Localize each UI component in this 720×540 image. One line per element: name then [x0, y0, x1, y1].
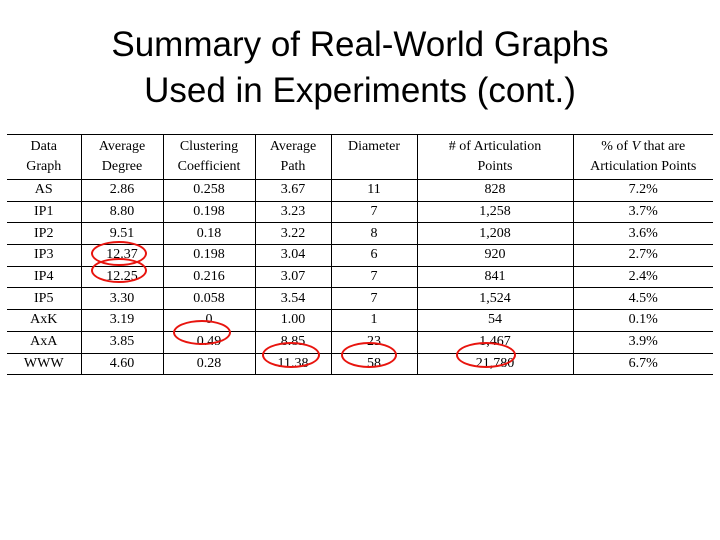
cell-average-degree: 3.85	[80, 330, 164, 353]
table-row: IP5 3.30 0.058 3.54 7 1,524 4.5%	[7, 287, 713, 310]
table-row: IP1 8.80 0.198 3.23 7 1,258 3.7%	[7, 200, 713, 223]
table-row: IP3 12.37 0.198 3.04 6 920 2.7%	[7, 244, 713, 267]
header-average-path-sub: Path	[254, 157, 332, 180]
header-average-degree: Average	[80, 134, 164, 157]
cell-diameter: 58	[330, 352, 418, 376]
header-row-1: Data Average Clustering Average Diameter…	[7, 134, 713, 157]
header-percent-articulation-sub: Articulation Points	[572, 157, 713, 180]
header-diameter: Diameter	[330, 134, 418, 157]
cell-average-path: 3.67	[254, 179, 332, 202]
header-percent-articulation: % of V that are	[572, 134, 713, 157]
cell-average-degree: 9.51	[80, 222, 164, 245]
cell-percent-articulation: 2.4%	[572, 265, 713, 288]
cell-data-graph: IP3	[7, 244, 82, 267]
cell-average-path: 3.23	[254, 200, 332, 223]
cell-average-path: 8.85	[254, 330, 332, 353]
cell-articulation-points: 21,780	[416, 352, 574, 376]
cell-clustering-coefficient: 0.18	[162, 222, 256, 245]
table-row: IP4 12.25 0.216 3.07 7 841 2.4%	[7, 265, 713, 288]
cell-percent-articulation: 3.7%	[572, 200, 713, 223]
cell-average-path: 3.22	[254, 222, 332, 245]
cell-average-degree: 8.80	[80, 200, 164, 223]
cell-articulation-points: 1,208	[416, 222, 574, 245]
cell-data-graph: AS	[7, 179, 82, 202]
cell-diameter: 8	[330, 222, 418, 245]
header-diameter-sub	[330, 157, 418, 180]
header-data-graph: Data	[7, 134, 82, 157]
cell-clustering-coefficient: 0.216	[162, 265, 256, 288]
cell-average-degree: 12.25	[80, 265, 164, 288]
cell-diameter: 1	[330, 309, 418, 332]
cell-data-graph: AxK	[7, 309, 82, 332]
cell-clustering-coefficient: 0.198	[162, 244, 256, 267]
cell-average-path: 1.00	[254, 309, 332, 332]
graph-summary-table-container: Data Average Clustering Average Diameter…	[7, 134, 713, 376]
table-row: WWW 4.60 0.28 11.38 58 21,780 6.7%	[7, 352, 713, 376]
cell-percent-articulation: 0.1%	[572, 309, 713, 332]
cell-percent-articulation: 3.6%	[572, 222, 713, 245]
cell-average-degree: 12.37	[80, 244, 164, 267]
table-row: AxA 3.85 0.49 8.85 23 1,467 3.9%	[7, 330, 713, 353]
header-average-path: Average	[254, 134, 332, 157]
cell-diameter: 7	[330, 287, 418, 310]
cell-clustering-coefficient: 0.058	[162, 287, 256, 310]
cell-diameter: 7	[330, 200, 418, 223]
cell-average-path: 3.07	[254, 265, 332, 288]
cell-average-degree: 3.30	[80, 287, 164, 310]
cell-percent-articulation: 7.2%	[572, 179, 713, 202]
cell-articulation-points: 1,524	[416, 287, 574, 310]
table-row: IP2 9.51 0.18 3.22 8 1,208 3.6%	[7, 222, 713, 245]
header-clustering-coefficient: Clustering	[162, 134, 256, 157]
cell-clustering-coefficient: 0.258	[162, 179, 256, 202]
cell-average-degree: 4.60	[80, 352, 164, 376]
cell-average-path: 3.54	[254, 287, 332, 310]
cell-average-path: 11.38	[254, 352, 332, 376]
cell-articulation-points: 920	[416, 244, 574, 267]
cell-data-graph: AxA	[7, 330, 82, 353]
cell-percent-articulation: 4.5%	[572, 287, 713, 310]
header-clustering-coefficient-sub: Coefficient	[162, 157, 256, 180]
cell-percent-articulation: 2.7%	[572, 244, 713, 267]
header-row-2: Graph Degree Coefficient Path Points Art…	[7, 157, 713, 180]
cell-data-graph: WWW	[7, 352, 82, 376]
cell-data-graph: IP4	[7, 265, 82, 288]
graph-summary-table: Data Average Clustering Average Diameter…	[7, 134, 713, 376]
cell-clustering-coefficient: 0.198	[162, 200, 256, 223]
cell-clustering-coefficient: 0	[162, 309, 256, 332]
cell-articulation-points: 828	[416, 179, 574, 202]
cell-diameter: 23	[330, 330, 418, 353]
cell-average-path: 3.04	[254, 244, 332, 267]
cell-articulation-points: 841	[416, 265, 574, 288]
header-articulation-points: # of Articulation	[416, 134, 574, 157]
cell-diameter: 11	[330, 179, 418, 202]
cell-articulation-points: 1,467	[416, 330, 574, 353]
cell-percent-articulation: 3.9%	[572, 330, 713, 353]
cell-data-graph: IP2	[7, 222, 82, 245]
cell-average-degree: 2.86	[80, 179, 164, 202]
header-articulation-points-sub: Points	[416, 157, 574, 180]
slide-title: Summary of Real-World Graphs Used in Exp…	[0, 22, 720, 114]
cell-clustering-coefficient: 0.49	[162, 330, 256, 353]
table-body: AS 2.86 0.258 3.67 11 828 7.2% IP1 8.80 0.198 3.23…	[7, 179, 713, 376]
cell-data-graph: IP1	[7, 200, 82, 223]
title-line-2: Used in Experiments (cont.)	[144, 71, 576, 110]
cell-articulation-points: 54	[416, 309, 574, 332]
title-line-1: Summary of Real-World Graphs	[111, 25, 609, 64]
cell-data-graph: IP5	[7, 287, 82, 310]
cell-average-degree: 3.19	[80, 309, 164, 332]
table-row: AxK 3.19 0 1.00 1 54 0.1%	[7, 309, 713, 332]
cell-clustering-coefficient: 0.28	[162, 352, 256, 376]
header-data-graph-sub: Graph	[7, 157, 82, 180]
cell-diameter: 6	[330, 244, 418, 267]
cell-percent-articulation: 6.7%	[572, 352, 713, 376]
table-row: AS 2.86 0.258 3.67 11 828 7.2%	[7, 179, 713, 202]
header-average-degree-sub: Degree	[80, 157, 164, 180]
cell-diameter: 7	[330, 265, 418, 288]
cell-articulation-points: 1,258	[416, 200, 574, 223]
